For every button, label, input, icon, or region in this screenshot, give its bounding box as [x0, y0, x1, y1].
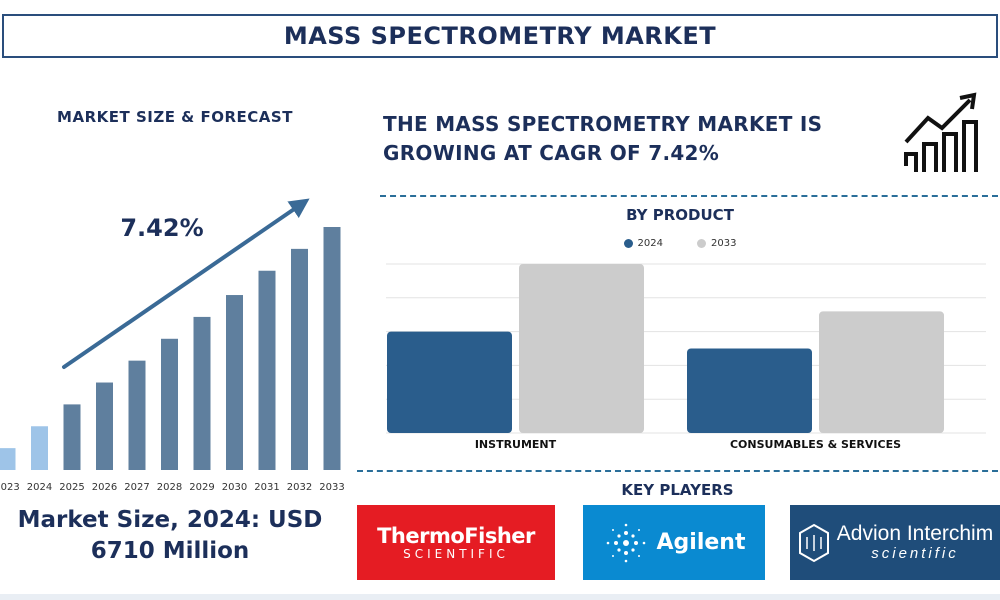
- forecast-year-label: 2024: [27, 482, 52, 493]
- forecast-bar-2032: [291, 248, 308, 470]
- title-bar: MASS SPECTROMETRY MARKET: [2, 14, 998, 58]
- product-bar-2024-0: [387, 331, 512, 433]
- legend-label-2024: 2024: [637, 238, 663, 249]
- agilent-logo-name: Agilent: [656, 530, 746, 555]
- advion-logo-name: Advion Interchim: [836, 522, 994, 545]
- product-chart: INSTRUMENT CONSUMABLES & SERVICES: [386, 263, 986, 451]
- bottom-edge: [0, 594, 1000, 600]
- forecast-heading: MARKET SIZE & FORECAST: [57, 108, 293, 126]
- advion-logo-sub: scientific: [871, 545, 959, 562]
- thermofisher-logo-name: ThermoFisher: [377, 523, 535, 548]
- legend-label-2033: 2033: [711, 238, 737, 249]
- forecast-year-label: 2026: [92, 482, 117, 493]
- advion-shield-icon: [798, 523, 829, 562]
- cagr-headline: THE MASS SPECTROMETRY MARKET IS GROWING …: [383, 110, 883, 168]
- section-divider: [380, 195, 998, 197]
- market-size-line-2: 6710 Million: [90, 538, 250, 564]
- product-chart-title: BY PRODUCT: [626, 206, 734, 224]
- product-bar-2024-1: [687, 348, 812, 433]
- legend-item-2033: 2033: [697, 238, 736, 249]
- product-category-label: CONSUMABLES & SERVICES: [730, 438, 901, 451]
- agilent-spark-icon: [606, 523, 645, 562]
- cagr-annotation: 7.42%: [120, 214, 203, 242]
- product-bar-2033-0: [519, 264, 644, 433]
- forecast-bar-2023: [0, 448, 16, 470]
- forecast-bar-2029: [193, 316, 211, 470]
- forecast-year-label: 2028: [157, 482, 182, 493]
- forecast-bar-2024: [31, 426, 48, 470]
- forecast-bar-2025: [63, 404, 81, 470]
- forecast-year-label: 2030: [222, 482, 247, 493]
- forecast-year-label: 2025: [59, 482, 84, 493]
- legend-swatch-2024: [623, 239, 633, 248]
- legend-item-2024: 2024: [623, 238, 663, 249]
- forecast-bar-2027: [128, 360, 146, 470]
- thermofisher-logo: ThermoFisher SCIENTIFIC: [357, 505, 555, 580]
- forecast-year-label: 2027: [124, 482, 149, 493]
- forecast-bar-2030: [226, 295, 243, 470]
- key-players-heading: KEY PLAYERS: [621, 481, 734, 499]
- agilent-logo: Agilent: [583, 505, 765, 580]
- thermofisher-logo-sub: SCIENTIFIC: [403, 546, 509, 561]
- legend-swatch-2033: [697, 239, 706, 248]
- forecast-year-label: 2023: [0, 482, 20, 493]
- growth-chart-icon: [904, 92, 978, 172]
- forecast-bar-2026: [96, 382, 113, 470]
- trend-arrow: [62, 198, 310, 369]
- market-size-line-1: Market Size, 2024: USD: [17, 507, 323, 533]
- product-bar-2033-1: [819, 311, 944, 433]
- product-legend: 2024 2033: [380, 238, 980, 249]
- forecast-year-label: 2031: [254, 482, 279, 493]
- headline-line-1: THE MASS SPECTROMETRY MARKET IS: [383, 112, 823, 136]
- advion-logo-text: Advion Interchim scientific: [836, 522, 994, 563]
- section-divider: [357, 470, 998, 472]
- headline-line-2: GROWING AT CAGR OF 7.42%: [383, 141, 720, 165]
- advion-logo: Advion Interchim scientific: [790, 505, 1000, 580]
- forecast-chart: 7.42% 2023 2024 2025 2026 2027 2028 2029 2030 20…: [0, 198, 345, 493]
- market-size-callout: Market Size, 2024: USD 6710 Million: [0, 505, 340, 567]
- forecast-bar-2028: [161, 338, 178, 470]
- product-category-label: INSTRUMENT: [475, 438, 557, 451]
- forecast-year-label: 2033: [319, 482, 344, 493]
- page-title: MASS SPECTROMETRY MARKET: [283, 22, 717, 50]
- forecast-bar-2033: [323, 227, 341, 470]
- forecast-year-label: 2029: [189, 482, 214, 493]
- forecast-year-label: 2032: [287, 482, 312, 493]
- forecast-bar-2031: [258, 270, 276, 470]
